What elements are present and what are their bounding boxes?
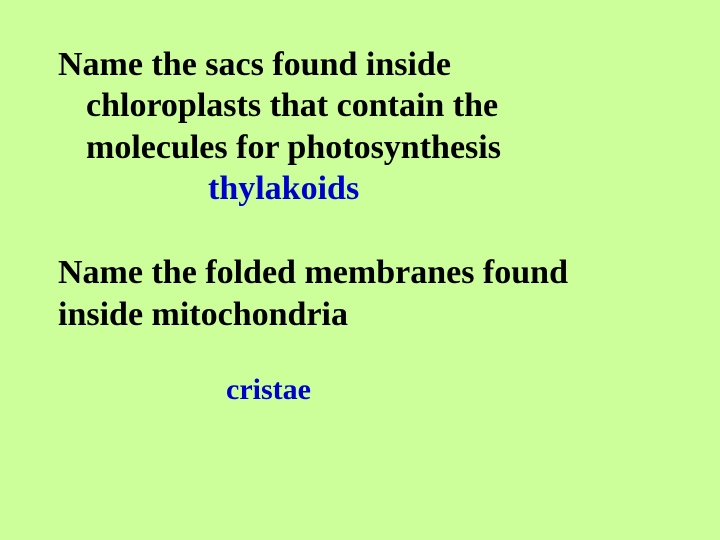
question-2-line-1: Name the folded membranes found [58, 252, 680, 293]
answer-2: cristae [58, 373, 680, 407]
answer-1: thylakoids [58, 170, 680, 208]
question-2: Name the folded membranes found inside m… [58, 252, 680, 335]
slide-container: Name the sacs found inside chloroplasts … [0, 0, 720, 540]
question-2-line-2: inside mitochondria [58, 294, 680, 335]
question-1-line-2: chloroplasts that contain the [58, 85, 680, 126]
question-1-line-3: molecules for photosynthesis [58, 127, 680, 168]
question-1: Name the sacs found inside chloroplasts … [58, 44, 680, 168]
question-1-line-1: Name the sacs found inside [58, 44, 680, 85]
